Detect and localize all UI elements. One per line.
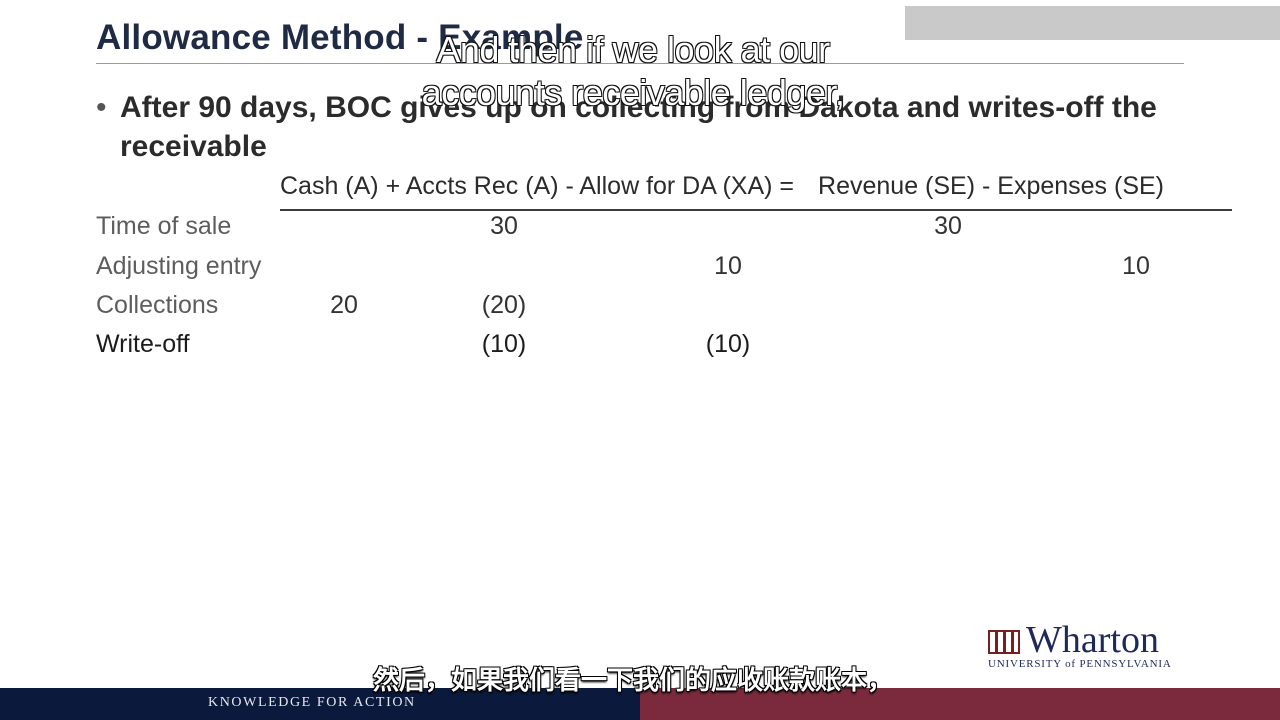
row-label-time-of-sale: Time of sale [96,212,232,240]
bullet-point: • After 90 days, BOC gives up on collect… [96,88,1206,166]
english-subtitle: And then if we look at our accounts rece… [0,28,1266,114]
cell-accts-rec: (10) [481,330,527,358]
logo-wordmark: Wharton [1026,619,1159,661]
row-label-collections: Collections [96,291,219,319]
cell-accts-rec: 30 [490,212,518,240]
cell-revenue: 30 [934,212,962,240]
footer-bar-navy [0,688,640,720]
cell-cash: 20 [330,291,358,319]
cell-expenses: 10 [1122,252,1150,280]
row-label-write-off: Write-off [96,330,190,358]
english-subtitle-line-2: accounts receivable ledger, [421,71,846,113]
row-label-adjusting-entry: Adjusting entry [96,252,262,280]
cell-accts-rec: (20) [481,291,527,319]
top-right-overlay-box [905,6,1280,40]
english-subtitle-line-1: And then if we look at our [436,28,831,70]
equation-right-side: Revenue (SE) - Expenses (SE) [818,172,1165,200]
shield-icon [988,630,1020,654]
accounting-equation-header: Cash (A) + Accts Rec (A) - Allow for DA … [280,172,1164,201]
cell-allow-da: (10) [705,330,751,358]
equation-left-side: Cash (A) + Accts Rec (A) - Allow for DA … [280,172,795,200]
footer-bar-maroon [640,688,1280,720]
bullet-marker: • [96,91,107,124]
chinese-subtitle: 然后，如果我们看一下我们的应收账款账本， [372,665,893,695]
title-divider [96,63,1184,64]
footer-tagline: KNOWLEDGE FOR ACTION [208,695,416,710]
equation-header-underline [280,209,1232,211]
cell-allow-da: 10 [714,252,742,280]
wharton-logo: Wharton UNIVERSITY of PENNSYLVANIA [988,619,1193,672]
slide-title: Allowance Method - Example [96,18,584,57]
logo-subtitle: UNIVERSITY of PENNSYLVANIA [988,658,1172,670]
bullet-text: After 90 days, BOC gives up on collectin… [120,91,1157,163]
